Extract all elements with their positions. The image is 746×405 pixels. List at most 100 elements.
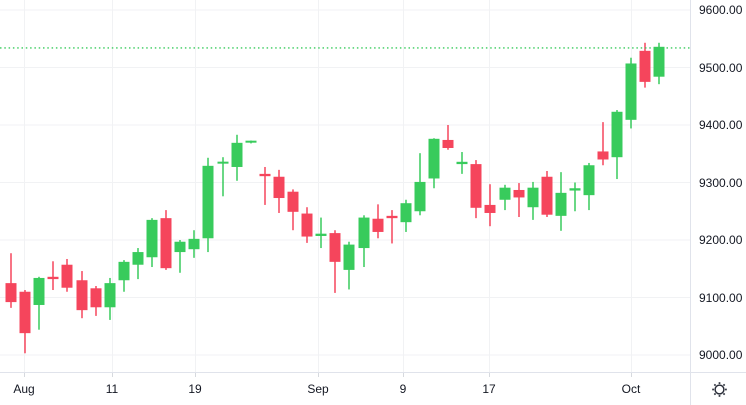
time-tick-mark xyxy=(403,373,404,377)
candle-body xyxy=(287,191,299,212)
candle-up[interactable] xyxy=(174,240,186,273)
candle-up[interactable] xyxy=(625,57,637,129)
candle-body xyxy=(301,213,313,237)
chart-plot-area[interactable] xyxy=(0,0,690,372)
candle-body xyxy=(273,176,285,199)
candle-up[interactable] xyxy=(217,157,229,197)
candle-up[interactable] xyxy=(527,181,539,220)
candle-down[interactable] xyxy=(597,122,609,166)
candle-down[interactable] xyxy=(541,171,553,217)
candle-body xyxy=(372,218,384,232)
candle-down[interactable] xyxy=(47,261,59,291)
candle-down[interactable] xyxy=(90,286,102,316)
candle-body xyxy=(625,63,637,120)
candle-up[interactable] xyxy=(414,153,426,216)
candle-body xyxy=(513,189,525,198)
candle-down[interactable] xyxy=(76,271,88,319)
time-tick-mark xyxy=(112,373,113,377)
candle-body xyxy=(386,215,398,219)
candle-up[interactable] xyxy=(315,217,327,249)
candle-body xyxy=(583,165,595,196)
candle-down[interactable] xyxy=(442,125,454,150)
candle-body xyxy=(146,219,158,258)
candle-down[interactable] xyxy=(19,290,31,354)
candle-down[interactable] xyxy=(160,210,172,270)
time-tick-label: 19 xyxy=(188,382,202,396)
time-tick-label: Sep xyxy=(307,382,329,396)
candle-up[interactable] xyxy=(569,182,581,212)
time-tick-mark xyxy=(318,373,319,377)
time-tick-label: 11 xyxy=(105,382,119,396)
chart-canvas xyxy=(0,0,690,372)
candle-up[interactable] xyxy=(555,172,567,231)
candle-down[interactable] xyxy=(273,169,285,213)
candle-body xyxy=(160,218,172,269)
candle-body xyxy=(329,233,341,262)
candle-body xyxy=(76,280,88,311)
candle-up[interactable] xyxy=(343,241,355,290)
candle-body xyxy=(132,252,144,265)
candle-down[interactable] xyxy=(470,160,482,219)
candle-up[interactable] xyxy=(456,152,468,174)
candle-body xyxy=(569,188,581,191)
time-tick-mark xyxy=(631,373,632,377)
candle-down[interactable] xyxy=(513,183,525,217)
candle-body xyxy=(470,164,482,208)
candle-body xyxy=(343,244,355,270)
candle-body xyxy=(259,173,271,177)
candle-down[interactable] xyxy=(259,166,271,205)
candle-body xyxy=(5,283,17,303)
candle-up[interactable] xyxy=(231,134,243,181)
candle-body xyxy=(358,217,370,249)
price-scale-settings-button[interactable] xyxy=(710,380,729,399)
candle-up[interactable] xyxy=(400,199,412,232)
candle-down[interactable] xyxy=(301,207,313,243)
price-axis[interactable]: 9600.00 9500.00 9400.00 9300.00 9200.00 9100.… xyxy=(690,0,746,372)
price-tick-label: 9000.00 xyxy=(699,348,743,362)
candle-down[interactable] xyxy=(639,42,651,88)
candle-body xyxy=(442,139,454,148)
candle-body xyxy=(456,161,468,165)
candle-down[interactable] xyxy=(287,189,299,231)
candle-up[interactable] xyxy=(118,260,130,292)
axis-corner xyxy=(690,372,746,405)
price-tick-label: 9400.00 xyxy=(699,118,743,132)
candle-up[interactable] xyxy=(202,157,214,253)
candle-up[interactable] xyxy=(132,248,144,280)
candle-down[interactable] xyxy=(5,253,17,308)
candle-up[interactable] xyxy=(33,276,45,330)
candle-body xyxy=(611,111,623,158)
candle-down[interactable] xyxy=(61,258,73,292)
candle-up[interactable] xyxy=(583,162,595,211)
candle-up[interactable] xyxy=(188,230,200,258)
candle-up[interactable] xyxy=(611,110,623,180)
candle-up[interactable] xyxy=(146,218,158,268)
candle-body xyxy=(315,233,327,236)
candle-down[interactable] xyxy=(484,184,496,227)
candle-body xyxy=(555,192,567,216)
candle-body xyxy=(174,241,186,253)
candle-body xyxy=(541,176,553,215)
time-axis[interactable]: Aug 11 19 Sep 9 17 Oct xyxy=(0,372,690,405)
candle-down[interactable] xyxy=(329,230,341,293)
candle-body xyxy=(47,276,59,280)
candle-up[interactable] xyxy=(358,215,370,268)
candle-down[interactable] xyxy=(386,210,398,244)
candle-body xyxy=(217,161,229,164)
time-tick-mark xyxy=(195,373,196,377)
candle-body xyxy=(245,140,257,143)
candle-down[interactable] xyxy=(372,204,384,239)
candle-body xyxy=(414,181,426,212)
candle-up[interactable] xyxy=(428,138,440,189)
candle-up[interactable] xyxy=(245,140,257,144)
candle-body xyxy=(33,277,45,305)
candle-up[interactable] xyxy=(499,184,511,211)
candle-up[interactable] xyxy=(104,277,116,320)
price-tick-label: 9600.00 xyxy=(699,3,743,17)
price-tick-label: 9100.00 xyxy=(699,290,743,305)
time-tick-label: Oct xyxy=(621,382,641,396)
candle-up[interactable] xyxy=(653,42,665,85)
candle-body xyxy=(499,187,511,200)
time-tick-mark xyxy=(489,373,490,377)
